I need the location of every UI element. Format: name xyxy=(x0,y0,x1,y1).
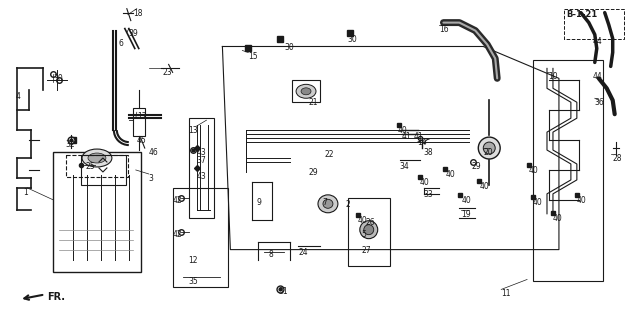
Ellipse shape xyxy=(323,199,333,208)
Text: 6: 6 xyxy=(119,38,124,48)
Text: 2: 2 xyxy=(346,200,350,209)
Text: 38: 38 xyxy=(423,148,433,157)
Bar xyxy=(533,60,603,282)
Text: 17: 17 xyxy=(136,112,147,121)
Text: 9: 9 xyxy=(256,198,261,207)
Text: 30: 30 xyxy=(53,74,63,84)
Text: 37: 37 xyxy=(196,156,206,165)
Ellipse shape xyxy=(82,149,112,167)
Text: 16: 16 xyxy=(440,25,449,34)
Ellipse shape xyxy=(483,142,495,154)
Ellipse shape xyxy=(478,137,500,159)
Text: 40: 40 xyxy=(553,214,563,223)
Bar xyxy=(348,198,390,266)
Text: 43: 43 xyxy=(196,172,206,181)
Ellipse shape xyxy=(88,153,106,163)
Text: 30: 30 xyxy=(284,43,294,52)
Bar xyxy=(53,152,141,271)
Text: 5: 5 xyxy=(362,230,367,239)
Text: 14: 14 xyxy=(418,138,427,147)
Bar xyxy=(66,155,128,177)
Bar xyxy=(189,118,214,218)
Text: 44: 44 xyxy=(593,72,603,81)
Text: 40: 40 xyxy=(529,166,539,175)
Text: FR.: FR. xyxy=(47,292,65,302)
Text: 1: 1 xyxy=(23,188,28,197)
Bar xyxy=(133,108,145,136)
Text: 43: 43 xyxy=(196,148,206,157)
Text: 24: 24 xyxy=(298,248,308,257)
Text: 45: 45 xyxy=(136,136,147,145)
Bar xyxy=(81,155,126,185)
Text: 20: 20 xyxy=(483,148,493,157)
Text: B-1-21: B-1-21 xyxy=(566,10,597,19)
Text: 44: 44 xyxy=(593,36,603,45)
Text: 46: 46 xyxy=(148,148,159,157)
Ellipse shape xyxy=(301,88,311,95)
Text: 15: 15 xyxy=(248,52,258,61)
Text: 27: 27 xyxy=(362,246,371,255)
Text: 13: 13 xyxy=(189,126,198,135)
Text: 7: 7 xyxy=(322,198,327,207)
Text: 4: 4 xyxy=(15,92,20,101)
Text: 32: 32 xyxy=(65,140,75,149)
Ellipse shape xyxy=(364,225,374,235)
Text: 40: 40 xyxy=(445,170,455,179)
Ellipse shape xyxy=(318,195,338,213)
Text: 30: 30 xyxy=(348,35,358,44)
Text: 8: 8 xyxy=(268,250,273,259)
Bar xyxy=(292,80,320,102)
Text: 26: 26 xyxy=(366,218,376,227)
Text: 21: 21 xyxy=(308,98,318,107)
Text: 42: 42 xyxy=(172,230,182,239)
Text: 34: 34 xyxy=(399,162,409,171)
Text: 42: 42 xyxy=(172,196,182,205)
Text: 40: 40 xyxy=(479,182,489,191)
Text: 11: 11 xyxy=(501,289,511,299)
Text: 40: 40 xyxy=(398,126,408,135)
Text: 40: 40 xyxy=(358,216,367,225)
Text: 10: 10 xyxy=(548,72,557,81)
Text: 3: 3 xyxy=(148,174,153,183)
Text: 31: 31 xyxy=(278,287,288,296)
Text: 29: 29 xyxy=(471,162,481,171)
Text: 25: 25 xyxy=(85,162,94,171)
Text: 40: 40 xyxy=(420,178,429,187)
Bar xyxy=(172,188,228,287)
Text: 19: 19 xyxy=(461,210,471,219)
Text: 22: 22 xyxy=(325,150,335,159)
Text: 39: 39 xyxy=(129,28,138,37)
Text: 29: 29 xyxy=(308,168,318,177)
Text: 40: 40 xyxy=(461,196,471,205)
Text: 18: 18 xyxy=(133,9,142,18)
Text: 35: 35 xyxy=(189,277,198,286)
Text: 40: 40 xyxy=(577,196,587,205)
Ellipse shape xyxy=(296,84,316,98)
Text: 41: 41 xyxy=(402,132,411,141)
Ellipse shape xyxy=(360,221,378,239)
Text: 33: 33 xyxy=(423,190,433,199)
Text: 12: 12 xyxy=(189,256,198,265)
Bar xyxy=(564,9,623,38)
Text: 41: 41 xyxy=(414,132,423,141)
Text: 23: 23 xyxy=(163,68,172,77)
Text: 40: 40 xyxy=(533,198,543,207)
Text: 28: 28 xyxy=(613,154,622,163)
Text: 36: 36 xyxy=(595,98,604,107)
